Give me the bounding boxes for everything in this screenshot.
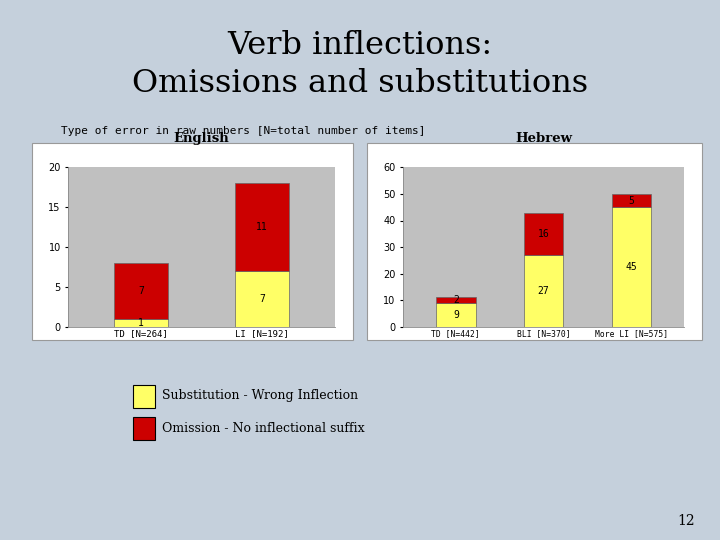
Bar <box>611 194 651 207</box>
Bar <box>436 298 476 303</box>
Text: 2: 2 <box>453 295 459 305</box>
Text: 27: 27 <box>538 286 549 296</box>
Text: 11: 11 <box>256 222 268 232</box>
Title: Hebrew: Hebrew <box>515 132 572 145</box>
Bar <box>235 271 289 327</box>
Text: Verb inflections:: Verb inflections: <box>228 30 492 62</box>
Text: 9: 9 <box>453 310 459 320</box>
Bar <box>114 263 168 319</box>
Text: 7: 7 <box>138 286 144 296</box>
Title: English: English <box>174 132 230 145</box>
Text: 1: 1 <box>138 318 144 328</box>
Bar <box>524 213 563 255</box>
Text: Substitution - Wrong Inflection: Substitution - Wrong Inflection <box>162 389 358 402</box>
Text: 45: 45 <box>626 262 637 272</box>
Text: Omission - No inflectional suffix: Omission - No inflectional suffix <box>162 422 364 435</box>
Bar <box>235 184 289 271</box>
Text: 12: 12 <box>678 514 695 528</box>
Text: 5: 5 <box>629 195 634 206</box>
Bar <box>611 207 651 327</box>
Bar <box>436 303 476 327</box>
Text: Type of error in raw numbers [N=total number of items]: Type of error in raw numbers [N=total nu… <box>61 126 426 136</box>
Text: 16: 16 <box>538 229 549 239</box>
Text: Omissions and substitutions: Omissions and substitutions <box>132 68 588 99</box>
Bar <box>524 255 563 327</box>
Text: 7: 7 <box>259 294 265 304</box>
Bar <box>114 319 168 327</box>
